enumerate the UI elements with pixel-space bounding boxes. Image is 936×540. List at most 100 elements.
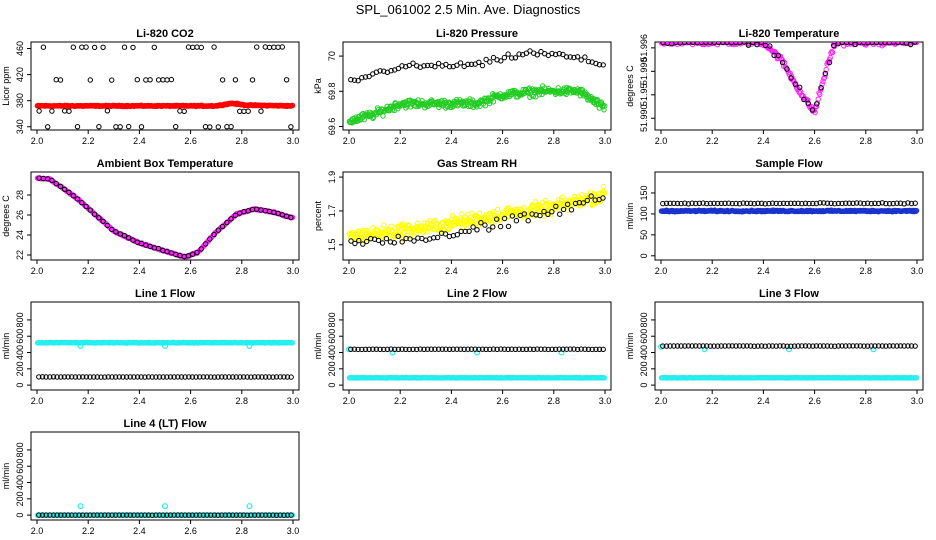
data-point-scatter	[784, 66, 790, 72]
data-point-scatter	[588, 193, 594, 199]
y-axis-label: ml/min	[313, 333, 323, 360]
data-point-scatter	[228, 124, 234, 130]
x-tick-label: 2.6	[496, 266, 509, 276]
data-point-scatter	[784, 200, 790, 207]
data-point-scatter	[244, 512, 251, 518]
x-tick-label: 2.0	[31, 396, 44, 406]
data-point-scatter	[828, 200, 834, 207]
data-point-scatter	[153, 512, 159, 518]
data-point-scatter	[505, 223, 512, 230]
data-point-scatter	[726, 200, 732, 206]
x-tick-label: 2.4	[445, 136, 458, 146]
data-point-scatter	[98, 512, 104, 518]
data-point-scatter	[490, 346, 497, 352]
data-point-scatter	[130, 44, 136, 51]
data-point-scatter	[373, 346, 380, 352]
x-tick-label: 2.6	[808, 266, 821, 276]
x-tick-label: 3.0	[911, 266, 924, 276]
data-point-scatter	[509, 55, 515, 61]
data-point-scatter	[758, 343, 765, 349]
data-point-scatter	[232, 77, 239, 83]
data-point-scatter	[178, 374, 185, 380]
data-point-scatter	[155, 77, 162, 83]
data-point-scatter	[751, 201, 757, 207]
data-point-scatter	[392, 346, 398, 352]
data-point-scatter	[167, 512, 174, 518]
data-point-scatter	[908, 200, 915, 207]
data-point-outlier	[246, 343, 253, 350]
data-point-main	[600, 183, 606, 190]
data-point-scatter	[70, 193, 77, 199]
y-tick-label: 800	[15, 312, 25, 327]
data-point-scatter	[848, 42, 854, 46]
data-point-scatter	[879, 343, 885, 349]
data-point-scatter	[266, 512, 272, 518]
y-tick-label: 51.95	[639, 84, 649, 107]
data-point-scatter	[813, 343, 820, 349]
data-point-scatter	[513, 218, 520, 224]
data-point-main	[602, 103, 608, 109]
data-point-scatter	[755, 343, 761, 349]
data-point-scatter	[700, 200, 706, 206]
data-point-scatter	[79, 44, 85, 50]
data-point-scatter	[824, 200, 831, 206]
data-point-scatter	[351, 346, 358, 352]
data-point-scatter	[279, 44, 285, 50]
data-point-scatter	[197, 512, 203, 518]
y-tick-label: 600	[15, 329, 25, 344]
data-point-scatter	[351, 77, 358, 83]
data-point-scatter	[245, 108, 251, 114]
data-point-scatter	[271, 44, 277, 50]
data-point-scatter	[36, 512, 42, 518]
chart-panel-4: Ambient Box Temperature degrees C 2.0 2.2 2.…	[1, 158, 300, 276]
x-tick-label: 2.0	[655, 136, 668, 146]
data-point-scatter	[359, 75, 365, 81]
data-point-scatter	[497, 223, 504, 230]
data-point-scatter	[370, 346, 376, 352]
data-point-scatter	[758, 42, 764, 45]
data-point-main	[464, 222, 470, 228]
data-point-scatter	[156, 512, 163, 518]
data-point-scatter	[403, 346, 409, 352]
data-point-scatter	[43, 374, 49, 380]
data-point-scatter	[802, 343, 809, 349]
data-point-scatter	[674, 343, 681, 349]
data-point-scatter	[468, 346, 475, 352]
data-point-main	[381, 222, 387, 228]
y-tick-label: 24	[15, 230, 25, 240]
data-point-scatter	[897, 200, 904, 206]
data-point-scatter	[589, 346, 595, 353]
data-point-scatter	[366, 346, 372, 352]
data-point-scatter	[578, 57, 584, 63]
x-tick-label: 2.2	[82, 266, 95, 276]
x-tick-label: 2.8	[860, 136, 873, 146]
data-point-scatter	[868, 200, 874, 207]
data-point-scatter	[186, 512, 192, 518]
data-point-scatter	[486, 227, 492, 233]
data-point-scatter	[190, 251, 196, 257]
data-point-main	[380, 113, 386, 119]
data-point-scatter	[886, 201, 893, 207]
data-point-scatter	[211, 44, 217, 50]
data-point-scatter	[541, 208, 547, 215]
data-point-scatter	[762, 343, 768, 349]
data-point-scatter	[792, 81, 799, 87]
data-point-scatter	[478, 220, 484, 226]
x-tick-label: 2.2	[394, 396, 407, 406]
data-point-scatter	[442, 231, 449, 237]
data-point-scatter	[194, 44, 200, 50]
data-point-scatter	[767, 43, 773, 49]
data-point-scatter	[395, 346, 402, 352]
data-point-scatter	[207, 124, 213, 130]
x-tick-label: 2.2	[82, 396, 95, 406]
data-point-scatter	[45, 124, 51, 130]
data-point-scatter	[53, 77, 59, 83]
data-point-scatter	[160, 374, 166, 380]
plot-frame	[30, 41, 300, 131]
data-point-scatter	[270, 374, 276, 380]
data-point-scatter	[91, 211, 98, 217]
data-point-outlier	[162, 503, 169, 510]
chart-title: Line 1 Flow	[135, 288, 195, 300]
data-point-scatter	[663, 200, 670, 207]
chart-title: Li-820 Pressure	[436, 28, 518, 40]
